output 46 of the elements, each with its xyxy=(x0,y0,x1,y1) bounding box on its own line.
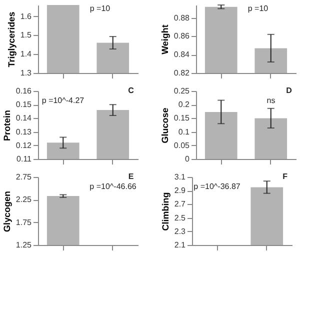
y-tick-label: 0.82 xyxy=(174,68,190,78)
y-axis-title: Weight xyxy=(160,24,170,54)
y-tick-label: 0.14 xyxy=(16,114,32,123)
y-tick-label: 0.05 xyxy=(174,140,190,150)
y-tick-label: 0.15 xyxy=(174,114,190,123)
y-tick-label: 0.12 xyxy=(16,140,32,150)
y-tick-label: 0.11 xyxy=(16,154,32,164)
y-tick-label: 2.75 xyxy=(16,172,32,182)
y-tick-label: 0.16 xyxy=(16,86,32,96)
annotation: p =10^-4.27 xyxy=(42,96,85,106)
annotation: C xyxy=(128,86,134,95)
y-tick-label: 0.13 xyxy=(16,127,32,136)
y-tick-label: 1.6 xyxy=(20,12,32,21)
annotation: p =10 xyxy=(248,4,269,14)
y-tick-label: 2.1 xyxy=(174,240,186,250)
y-axis-title: Triglycerides xyxy=(6,12,16,68)
y-tick-label: 2.5 xyxy=(174,213,186,222)
annotation: p =10^-46.66 xyxy=(90,182,137,192)
y-tick-label: 2.9 xyxy=(174,186,186,196)
annotation: E xyxy=(128,172,134,181)
annotation: F xyxy=(282,172,288,181)
y-tick-label: 2.3 xyxy=(174,226,186,236)
y-tick-label: 0.25 xyxy=(174,86,190,96)
annotation: ns xyxy=(266,96,276,106)
y-tick-label: 3.1 xyxy=(174,172,186,182)
y-tick-label: 0.15 xyxy=(16,100,32,110)
y-tick-label: 1.75 xyxy=(16,218,32,227)
annotation: p =10 xyxy=(90,4,111,14)
y-tick-label: 0.88 xyxy=(174,13,190,22)
annotation: p =10^-36.87 xyxy=(194,182,241,192)
y-tick-label: 0 xyxy=(185,154,190,164)
y-tick-label: 1.5 xyxy=(20,30,32,40)
y-tick-label: 0.86 xyxy=(174,32,190,41)
y-tick-label: 2.7 xyxy=(174,200,186,209)
y-tick-label: 0.1 xyxy=(178,127,190,136)
y-axis-title: Glycogen xyxy=(2,190,12,232)
y-axis-title: Protein xyxy=(2,110,12,142)
y-tick-label: 2.25 xyxy=(16,195,32,204)
y-tick-label: 0.84 xyxy=(174,50,190,60)
y-axis-title: Climbing xyxy=(160,192,170,231)
y-tick-label: 1.25 xyxy=(16,240,32,250)
y-tick-label: 1.4 xyxy=(20,50,32,59)
annotation: D xyxy=(286,86,292,95)
y-tick-label: 1.3 xyxy=(20,68,32,78)
y-axis-title: Glucose xyxy=(160,108,170,144)
y-tick-label: 0.2 xyxy=(178,100,190,110)
